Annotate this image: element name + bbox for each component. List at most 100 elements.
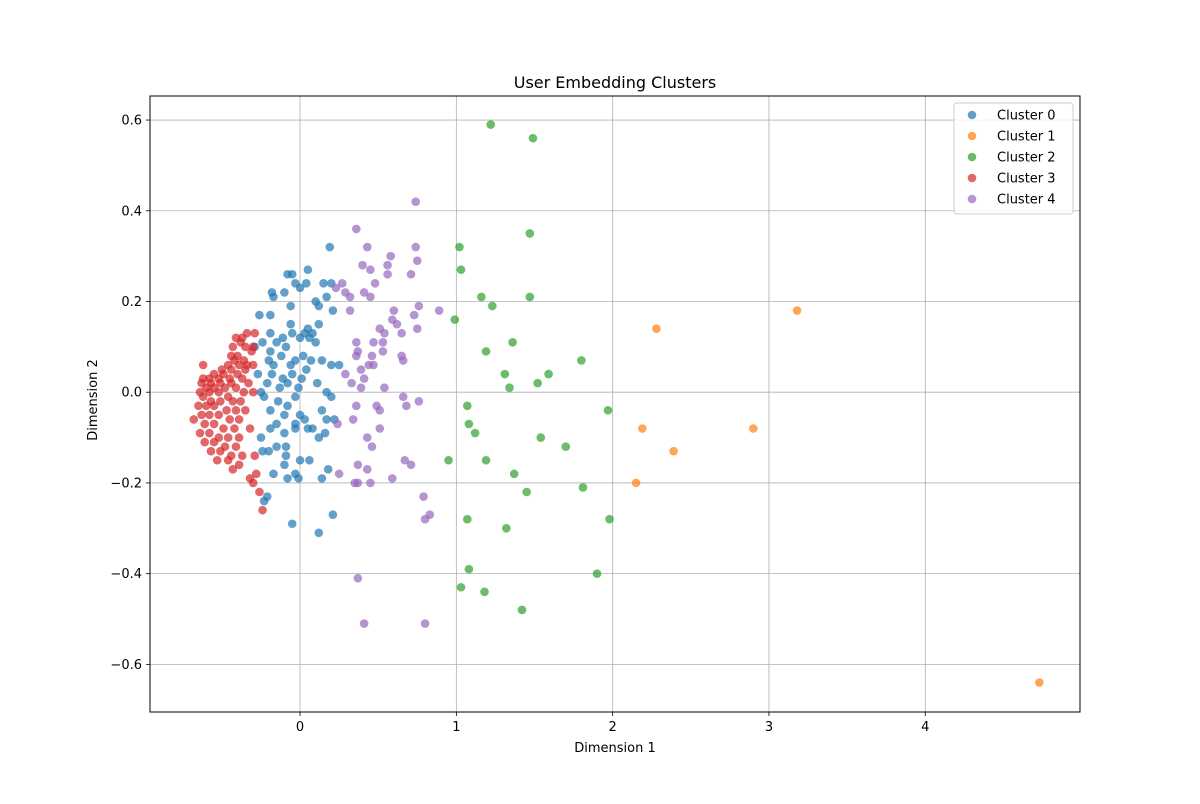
data-point bbox=[328, 510, 338, 519]
data-point bbox=[505, 383, 514, 392]
data-point bbox=[295, 455, 305, 465]
data-point bbox=[302, 365, 311, 374]
data-point bbox=[380, 328, 389, 338]
data-point bbox=[239, 387, 249, 397]
data-point bbox=[225, 415, 235, 424]
data-point bbox=[272, 419, 281, 429]
data-point bbox=[456, 582, 466, 592]
data-point bbox=[350, 478, 360, 488]
data-point bbox=[205, 428, 214, 438]
series-3 bbox=[189, 328, 267, 515]
data-point bbox=[314, 528, 324, 538]
data-point bbox=[314, 433, 324, 442]
data-point bbox=[197, 410, 206, 420]
legend-label: Cluster 0 bbox=[997, 109, 1056, 124]
data-point bbox=[317, 356, 327, 365]
data-point bbox=[605, 514, 614, 524]
data-point bbox=[398, 392, 408, 402]
data-point bbox=[283, 474, 292, 483]
data-point bbox=[367, 442, 377, 451]
data-point bbox=[262, 378, 272, 388]
data-point bbox=[420, 514, 430, 524]
data-point bbox=[578, 483, 588, 492]
data-point bbox=[320, 428, 330, 438]
data-point bbox=[269, 292, 278, 302]
data-point bbox=[353, 460, 363, 470]
data-point bbox=[280, 460, 289, 470]
data-point bbox=[214, 387, 224, 397]
data-point bbox=[200, 437, 210, 447]
data-point bbox=[366, 265, 375, 275]
data-point bbox=[362, 465, 372, 474]
data-point bbox=[592, 569, 602, 578]
data-point bbox=[481, 455, 491, 465]
data-point bbox=[283, 401, 292, 411]
data-point bbox=[306, 356, 316, 365]
y-tick-label: −0.6 bbox=[110, 658, 142, 673]
data-point bbox=[291, 424, 300, 433]
data-point bbox=[266, 328, 275, 338]
data-point bbox=[317, 474, 327, 483]
legend-label: Cluster 1 bbox=[997, 130, 1056, 145]
data-point bbox=[525, 229, 535, 238]
data-point bbox=[258, 505, 267, 515]
data-point bbox=[294, 383, 303, 392]
data-point bbox=[322, 415, 331, 424]
data-point bbox=[280, 410, 289, 420]
data-point bbox=[328, 306, 338, 315]
data-point bbox=[264, 446, 274, 456]
data-point bbox=[470, 428, 480, 438]
data-point bbox=[420, 619, 430, 628]
data-point bbox=[223, 455, 233, 465]
data-point bbox=[378, 338, 388, 347]
data-point bbox=[352, 224, 361, 234]
data-point bbox=[325, 242, 335, 252]
data-point bbox=[220, 383, 230, 392]
ticks-layer: 0 1 2 3 4 −0.6 −0.4 −0.2 0.0 0.2 0.4 0.6 bbox=[110, 114, 929, 735]
series-4 bbox=[331, 197, 444, 628]
data-point bbox=[434, 306, 444, 315]
data-point bbox=[266, 347, 275, 356]
data-point bbox=[228, 342, 238, 352]
data-point bbox=[236, 396, 245, 406]
legend-marker bbox=[967, 110, 977, 120]
data-point bbox=[375, 406, 385, 415]
data-point bbox=[314, 319, 324, 329]
data-point bbox=[462, 401, 472, 411]
data-point bbox=[189, 415, 199, 424]
data-point bbox=[234, 360, 244, 370]
legend-marker bbox=[967, 152, 977, 162]
data-point bbox=[450, 315, 460, 324]
data-point bbox=[219, 424, 228, 433]
data-point bbox=[269, 469, 278, 479]
data-point bbox=[248, 478, 258, 488]
data-point bbox=[375, 424, 385, 433]
data-point bbox=[414, 301, 424, 311]
data-point bbox=[327, 360, 336, 370]
data-point bbox=[206, 446, 216, 456]
data-point bbox=[255, 487, 264, 497]
data-point bbox=[287, 269, 297, 279]
data-point bbox=[533, 378, 542, 388]
y-tick-label: −0.4 bbox=[110, 567, 142, 582]
data-point bbox=[383, 260, 392, 270]
data-point bbox=[286, 301, 295, 311]
data-point bbox=[319, 279, 328, 288]
data-point bbox=[194, 401, 203, 411]
data-point bbox=[486, 120, 496, 129]
grid-layer bbox=[150, 96, 1080, 712]
data-point bbox=[303, 265, 313, 275]
data-point bbox=[253, 369, 263, 379]
legend-marker bbox=[967, 131, 977, 141]
data-point bbox=[456, 265, 466, 275]
data-point bbox=[412, 324, 422, 334]
data-point bbox=[353, 573, 363, 583]
data-point bbox=[792, 306, 802, 315]
data-point bbox=[345, 292, 355, 302]
y-tick-label: 0.0 bbox=[121, 386, 142, 401]
data-point bbox=[300, 415, 310, 424]
legend-label: Cluster 2 bbox=[997, 151, 1056, 166]
data-point bbox=[414, 396, 424, 406]
data-point bbox=[205, 387, 214, 397]
legend-label: Cluster 4 bbox=[997, 193, 1056, 208]
